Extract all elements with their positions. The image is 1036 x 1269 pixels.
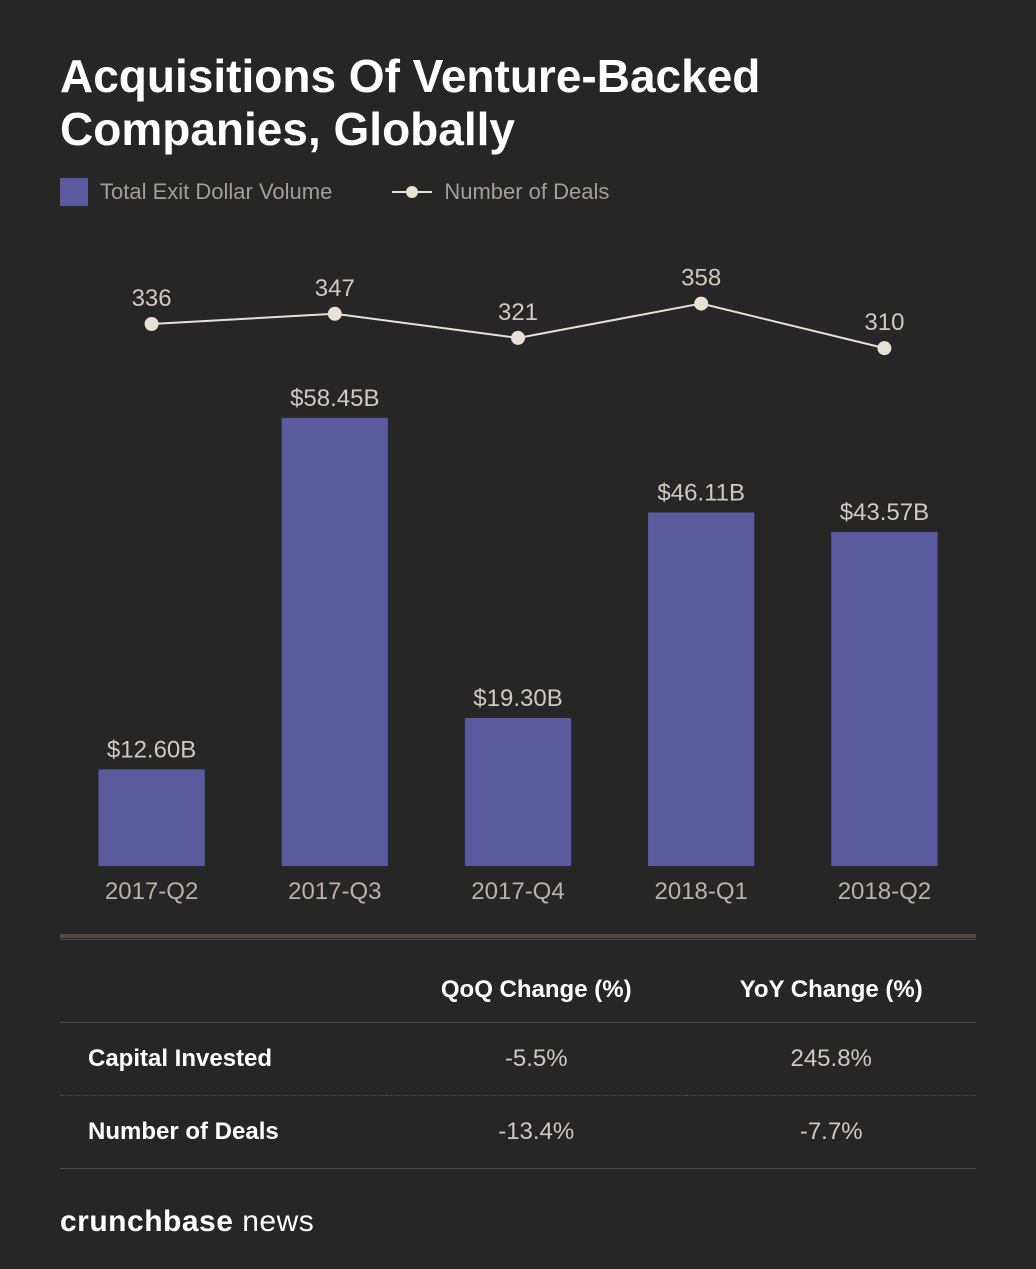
row-label: Capital Invested — [60, 1022, 386, 1095]
cell-qoq: -13.4% — [386, 1095, 686, 1168]
legend-line-marker — [392, 185, 432, 199]
table-row: Number of Deals -13.4% -7.7% — [60, 1095, 976, 1168]
line-marker — [145, 317, 159, 331]
bar-value-label: $46.11B — [657, 479, 745, 506]
line-marker — [694, 296, 708, 310]
bar — [282, 418, 388, 866]
x-axis-labels: 2017-Q22017-Q32017-Q42018-Q12018-Q2 — [60, 878, 976, 906]
legend-bar-label: Total Exit Dollar Volume — [100, 179, 332, 205]
bar-value-label: $19.30B — [473, 685, 562, 712]
change-table: QoQ Change (%) YoY Change (%) Capital In… — [60, 958, 976, 1169]
cell-yoy: -7.7% — [686, 1095, 976, 1168]
table-header-yoy: YoY Change (%) — [686, 958, 976, 1023]
table-header-qoq: QoQ Change (%) — [386, 958, 686, 1023]
legend-swatch-bar — [60, 178, 88, 206]
x-axis-label: 2018-Q1 — [610, 878, 793, 906]
legend: Total Exit Dollar Volume Number of Deals — [60, 178, 976, 206]
bar — [648, 512, 754, 866]
x-axis-label: 2017-Q4 — [426, 878, 609, 906]
bar-value-label: $43.57B — [840, 499, 929, 526]
table-row: Capital Invested -5.5% 245.8% — [60, 1022, 976, 1095]
line-value-label: 310 — [864, 309, 904, 336]
cell-yoy: 245.8% — [686, 1022, 976, 1095]
section-divider — [60, 934, 976, 940]
line-value-label: 347 — [315, 275, 355, 302]
table-header-row: QoQ Change (%) YoY Change (%) — [60, 958, 976, 1023]
line-value-label: 336 — [132, 285, 172, 312]
x-axis-label: 2017-Q2 — [60, 878, 243, 906]
legend-line-label: Number of Deals — [444, 179, 609, 205]
brand-bold: crunchbase — [60, 1205, 233, 1238]
legend-item-line: Number of Deals — [392, 179, 609, 205]
infographic-container: Acquisitions Of Venture-Backed Companies… — [0, 0, 1036, 1269]
legend-item-bar: Total Exit Dollar Volume — [60, 178, 332, 206]
line-value-label: 358 — [681, 264, 721, 291]
table-header-blank — [60, 958, 386, 1023]
line-value-label: 321 — [498, 299, 538, 326]
bar — [465, 718, 571, 866]
bar — [98, 769, 204, 866]
line-marker — [877, 341, 891, 355]
row-label: Number of Deals — [60, 1095, 386, 1168]
chart-area: $12.60B $58.45B $19.30B $46.11B $43.57B 336 34… — [60, 216, 976, 866]
line-marker — [511, 331, 525, 345]
legend-marker-dot-icon — [406, 186, 418, 198]
x-axis-label: 2018-Q2 — [793, 878, 976, 906]
combo-chart: $12.60B $58.45B $19.30B $46.11B $43.57B 336 34… — [60, 216, 976, 866]
cell-qoq: -5.5% — [386, 1022, 686, 1095]
bar — [831, 532, 937, 866]
brand-light: news — [233, 1205, 314, 1238]
line-marker — [328, 307, 342, 321]
bar-value-label: $58.45B — [290, 385, 379, 412]
chart-title: Acquisitions Of Venture-Backed Companies… — [60, 50, 976, 156]
x-axis-label: 2017-Q3 — [243, 878, 426, 906]
bar-value-label: $12.60B — [107, 736, 196, 763]
